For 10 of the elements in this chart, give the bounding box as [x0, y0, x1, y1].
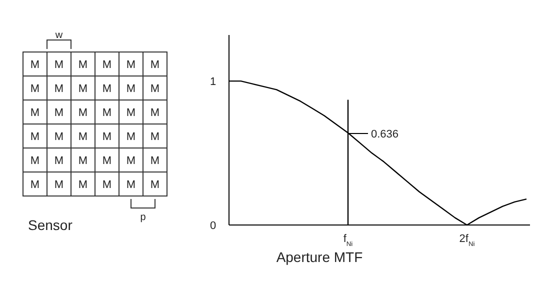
sensor-grid: M M M M M M M M M M M M M M M M M M M M M M M M M M M M M M M M M M M M [22, 52, 168, 196]
x-tick-label: f$_{Ni}$ [343, 233, 354, 248]
text: w [54, 30, 64, 41]
x-tick-label: 2f$_{Ni}$ [459, 233, 476, 248]
y-tick-label: 1 [210, 76, 216, 88]
y-tick-label: 0 [210, 220, 216, 232]
text: Sensor [28, 217, 73, 233]
x-axis-title: Aperture MTF [276, 249, 363, 265]
text: p [140, 212, 146, 223]
annotation: 0.636 [371, 128, 399, 140]
